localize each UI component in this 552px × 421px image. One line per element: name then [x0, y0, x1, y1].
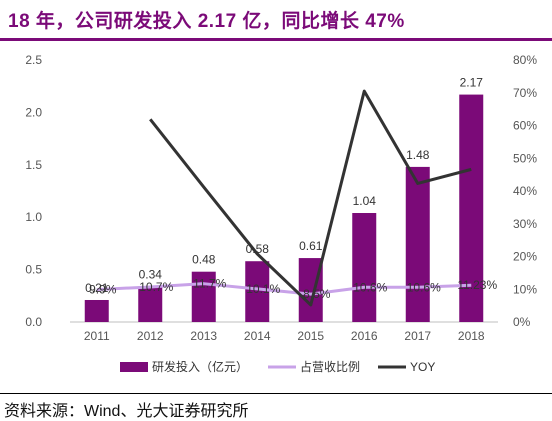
yoy-line	[149, 89, 472, 307]
x-tick-label: 2012	[137, 329, 164, 343]
x-tick-label: 2018	[458, 329, 485, 343]
bar-value-label: 0.61	[299, 239, 323, 253]
right-tick-label: 10%	[513, 282, 537, 296]
legend-label: YOY	[410, 360, 435, 374]
yoy-series	[149, 89, 472, 307]
legend-label: 占营收比例	[300, 359, 360, 374]
left-tick-label: 2.0	[25, 105, 42, 119]
right-tick-label: 60%	[513, 119, 537, 133]
bar-value-label: 2.17	[460, 76, 484, 90]
bar-2011	[84, 299, 109, 322]
left-tick-label: 1.0	[25, 210, 42, 224]
combo-chart: 0.0 0.5 1.0 1.5 2.0 2.5 0% 10% 20% 30% 40% 50% 60% 7…	[25, 53, 537, 374]
legend-swatch-bar	[120, 362, 148, 372]
bar-2016	[352, 213, 377, 322]
x-axis: 2011 2012 2013 2014 2015 2016 2017 2018	[70, 321, 498, 343]
ratio-value-label: 11.23%	[457, 278, 497, 292]
right-tick-label: 40%	[513, 184, 537, 198]
bar-value-label: 0.48	[192, 253, 216, 267]
chart-title: 18 年，公司研发投入 2.17 亿，同比增长 47%	[8, 11, 405, 32]
x-tick-label: 2014	[244, 329, 271, 343]
x-tick-label: 2017	[404, 329, 431, 343]
ratio-line	[96, 282, 472, 296]
right-axis: 0% 10% 20% 30% 40% 50% 60% 70% 80%	[513, 53, 537, 329]
ratio-value-label: 10.6%	[407, 280, 441, 294]
left-tick-label: 0.5	[25, 263, 42, 277]
ratio-value-label: 9.9%	[89, 283, 117, 297]
bar-2013	[191, 271, 216, 322]
source-note: 资料来源：Wind、光大证券研究所	[4, 403, 249, 420]
bar-2012	[138, 286, 163, 322]
bar-2017	[405, 166, 430, 322]
x-tick-label: 2013	[190, 329, 217, 343]
left-axis: 0.0 0.5 1.0 1.5 2.0 2.5	[25, 53, 42, 329]
bar-2014	[245, 261, 270, 322]
right-tick-label: 20%	[513, 250, 537, 264]
bar-value-label: 0.58	[246, 242, 270, 256]
right-tick-label: 80%	[513, 53, 537, 67]
right-tick-label: 70%	[513, 86, 537, 100]
ratio-value-label: 10.7%	[139, 280, 173, 294]
x-tick-label: 2015	[297, 329, 324, 343]
x-tick-label: 2016	[351, 329, 378, 343]
bar-value-label: 1.04	[353, 194, 377, 208]
legend: 研发投入（亿元） 占营收比例 YOY	[120, 359, 435, 374]
right-tick-label: 0%	[513, 315, 531, 329]
ratio-value-label: 8.5%	[303, 287, 331, 301]
left-tick-label: 0.0	[25, 315, 42, 329]
left-tick-label: 1.5	[25, 158, 42, 172]
x-tick-label: 2011	[84, 329, 110, 343]
right-tick-label: 30%	[513, 217, 537, 231]
ratio-value-label: 11.7%	[193, 277, 226, 291]
data-labels: 0.21 0.34 0.48 0.58 0.61 1.04 1.48 2.17 9.9% 10.7…	[85, 76, 497, 302]
right-tick-label: 50%	[513, 151, 537, 165]
ratio-series	[96, 282, 472, 296]
ratio-value-label: 10.6%	[353, 280, 387, 294]
title-underline	[0, 38, 552, 41]
bar-value-label: 0.34	[139, 267, 163, 281]
bar-value-label: 1.48	[406, 148, 430, 162]
ratio-value-label: 10.1%	[246, 282, 280, 296]
legend-label: 研发投入（亿元）	[152, 359, 248, 374]
footer-divider	[0, 393, 552, 394]
bar-value-label: 0.21	[85, 281, 109, 295]
left-tick-label: 2.5	[25, 53, 42, 67]
